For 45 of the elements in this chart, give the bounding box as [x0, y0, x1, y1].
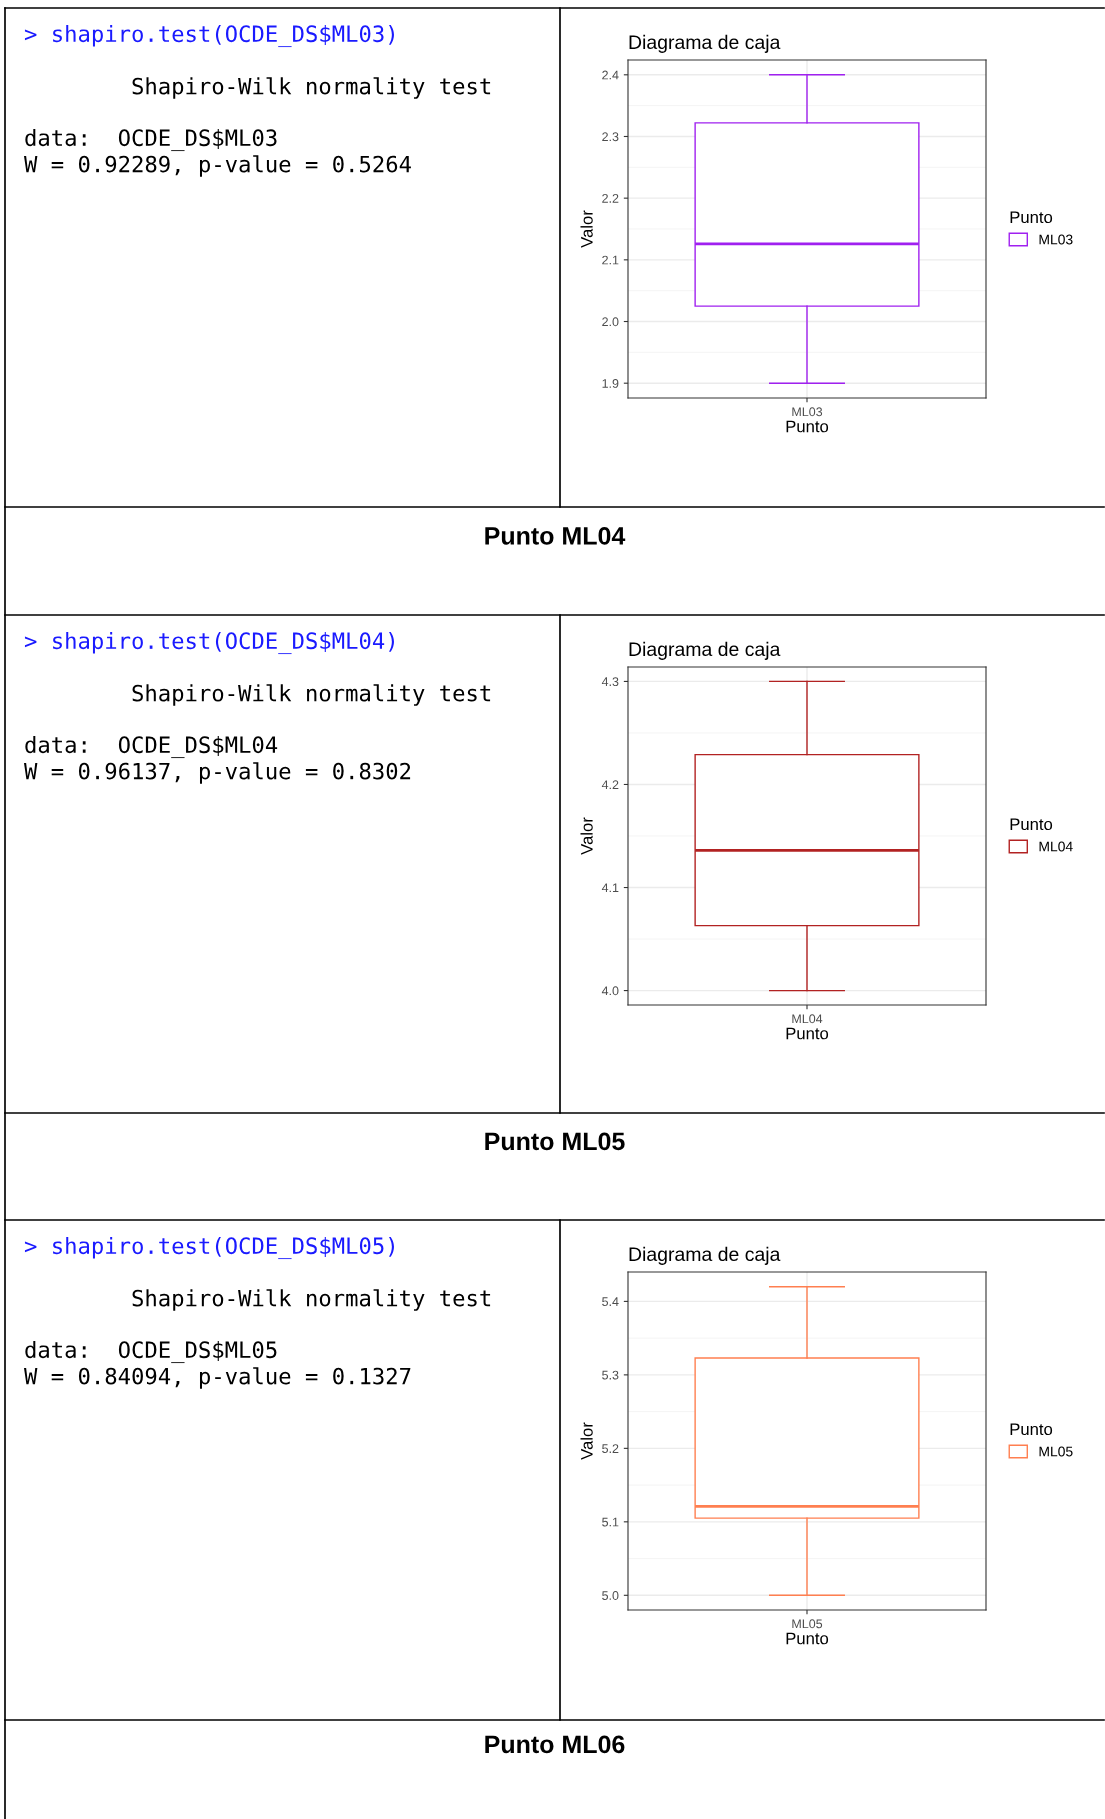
- legend-title: Punto: [1010, 211, 1053, 224]
- text: W = 0.96137, p-value = 0.8302: [24, 762, 411, 784]
- y-axis-title: Valor: [580, 1422, 593, 1460]
- x-axis-title: Punto: [786, 420, 829, 433]
- text: data: OCDE_DS$ML03: [25, 128, 277, 152]
- text: Shapiro-Wilk normality test: [132, 684, 491, 706]
- y-tick-label: 2.0: [602, 317, 619, 327]
- text: Shapiro-Wilk normality test: [132, 77, 491, 99]
- legend-label: ML05: [1039, 1446, 1073, 1457]
- y-tick-label: 4.0: [601, 986, 619, 996]
- y-tick-label: 2.4: [602, 70, 619, 80]
- y-tick-label: 2.3: [602, 132, 619, 142]
- y-tick-label: 5.0: [602, 1591, 619, 1600]
- x-axis-title: Punto: [786, 1632, 829, 1645]
- legend-label: ML03: [1039, 234, 1073, 245]
- text: Punto ML06: [485, 1735, 625, 1754]
- text: Punto ML05: [485, 1132, 625, 1151]
- y-tick-label: 2.1: [602, 255, 619, 265]
- y-tick-label: 5.1: [602, 1517, 619, 1527]
- legend-label: ML04: [1039, 841, 1073, 852]
- text: Shapiro-Wilk normality test: [132, 1289, 491, 1311]
- text: W = 0.92289, p-value = 0.5264: [24, 155, 411, 177]
- text: data: OCDE_DS$ML04: [25, 735, 278, 759]
- text: > shapiro.test(OCDE_DS$ML04): [24, 631, 394, 655]
- text: W = 0.84094, p-value = 0.1327: [24, 1367, 411, 1389]
- y-tick-label: 4.1: [601, 883, 619, 893]
- text: data: OCDE_DS$ML05: [25, 1340, 277, 1364]
- text: > shapiro.test(OCDE_DS$ML03): [24, 24, 394, 48]
- text: > shapiro.test(OCDE_DS$ML05): [24, 1236, 394, 1260]
- y-tick-label: 5.2: [602, 1444, 619, 1453]
- y-axis-title: Valor: [580, 817, 593, 855]
- y-tick-label: 5.3: [602, 1370, 619, 1380]
- y-tick-label: 2.2: [602, 193, 619, 203]
- text: Punto ML04: [485, 527, 626, 545]
- chart-title: Diagrama de caja: [629, 34, 781, 53]
- x-axis-title: Punto: [786, 1027, 829, 1040]
- chart-title: Diagrama de caja: [629, 641, 781, 660]
- y-tick-label: 4.2: [601, 780, 619, 789]
- legend-title: Punto: [1010, 818, 1053, 831]
- y-tick-label: 5.4: [602, 1297, 619, 1307]
- legend-title: Punto: [1010, 1423, 1053, 1436]
- y-axis-title: Valor: [580, 210, 593, 248]
- y-tick-label: 1.9: [602, 379, 619, 388]
- y-tick-label: 4.3: [601, 677, 619, 687]
- chart-title: Diagrama de caja: [629, 1246, 781, 1265]
